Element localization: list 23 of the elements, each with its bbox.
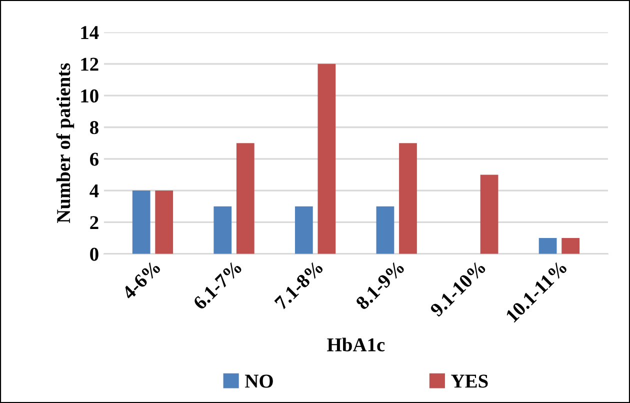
bar [399, 143, 417, 254]
bar [318, 64, 336, 254]
bar [155, 190, 174, 254]
bar [214, 206, 232, 254]
y-tick-label: 6 [90, 152, 99, 166]
y-tick-label: 4 [90, 184, 99, 198]
y-axis-title: Number of patients [56, 63, 74, 223]
x-axis-title: HbA1c [327, 338, 385, 352]
bar [562, 238, 580, 254]
legend-label: YES [451, 374, 488, 388]
y-tick-label: 12 [81, 58, 98, 71]
bar [480, 174, 498, 254]
y-tick-label: 10 [81, 89, 98, 103]
bar [376, 206, 394, 254]
bar [294, 206, 313, 254]
bar [538, 238, 557, 254]
bar [132, 190, 150, 254]
y-tick-label: 14 [81, 26, 99, 39]
legend-label: NO [245, 374, 273, 388]
y-tick-label: 2 [90, 216, 98, 229]
y-tick-label: 0 [90, 248, 98, 261]
y-tick-label: 8 [90, 121, 98, 134]
bar [236, 143, 254, 254]
